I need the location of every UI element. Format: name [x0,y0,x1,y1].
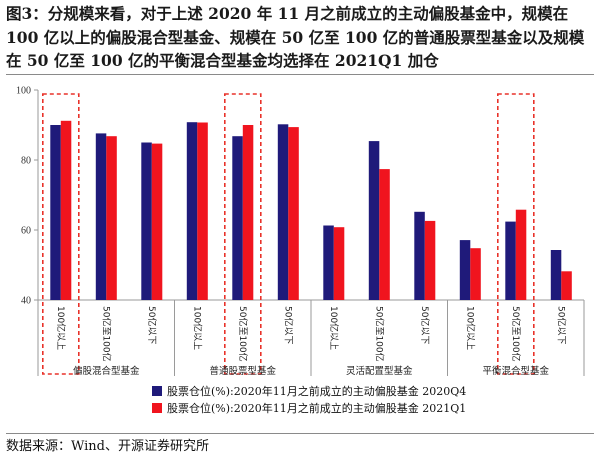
bar-q4 [323,225,334,300]
legend-swatch-q1 [152,403,162,413]
bar-chart: 40 60 80 100 100亿以上 50亿至100亿 50亿以下 100亿以上 50亿至10… [16,86,585,415]
bar-q4 [277,124,289,300]
bar-q1 [60,120,72,300]
y-tick-label: 40 [21,296,31,307]
chart-bars [50,120,572,300]
group-label: 普通股票型基金 [210,365,277,377]
bar-q1 [106,136,117,300]
top-rule [6,74,594,75]
chart-labels: 40 60 80 100 100亿以上 50亿至100亿 50亿以下 100亿以上 50亿至10… [16,86,567,378]
category-label: 100亿以上 [464,306,476,350]
category-label: 50亿以下 [555,306,567,344]
category-label: 50亿至100亿 [510,306,522,362]
bar-q1 [561,271,572,300]
category-label: 50亿至100亿 [373,306,385,362]
category-label: 100亿以上 [55,306,67,350]
group-label: 平衡混合型基金 [483,365,550,377]
bar-q4 [459,240,471,300]
highlight-box [41,93,80,375]
y-tick-label: 80 [21,156,31,167]
category-label: 50亿以下 [419,306,431,344]
category-label: 50亿以下 [146,306,158,344]
category-label: 100亿以上 [328,306,340,350]
chart-legend: 股票仓位(%):2020年11月之前成立的主动偏股基金 2020Q4 股票仓位(%… [152,384,466,415]
bar-q4 [186,122,198,300]
category-label: 50亿以下 [282,306,294,344]
bar-q4 [232,136,243,300]
bar-q1 [424,220,436,300]
bar-q4 [550,250,562,300]
bar-q1 [515,209,527,300]
bar-q1 [197,122,208,300]
legend-swatch-q4 [152,386,162,396]
y-tick-label: 60 [21,226,31,237]
bar-q4 [414,211,425,300]
bar-q1 [151,143,163,300]
category-label: 50亿至100亿 [237,306,249,362]
group-label: 偏股混合型基金 [73,365,140,377]
bottom-rule [6,433,594,434]
bar-q4 [368,141,380,300]
legend-label-q4: 股票仓位(%):2020年11月之前成立的主动偏股基金 2020Q4 [167,384,466,398]
bar-q4 [95,133,107,300]
bar-q1 [470,248,481,300]
bar-q4 [141,142,152,300]
bar-q4 [505,221,516,300]
highlight-box [496,93,535,375]
data-source-note: 数据来源：Wind、开源证券研究所 [6,439,209,454]
bar-q1 [379,169,390,300]
chart-axes [34,89,585,376]
group-label: 灵活配置型基金 [346,365,413,377]
y-tick-label: 100 [16,86,31,97]
highlight-box [224,93,262,375]
category-label: 50亿至100亿 [100,306,112,362]
highlight-boxes [41,93,535,375]
bar-q1 [242,125,254,300]
category-label: 100亿以上 [191,306,203,350]
bar-q4 [50,125,61,300]
legend-label-q1: 股票仓位(%):2020年11月之前成立的主动偏股基金 2021Q1 [167,401,466,415]
bar-q1 [288,127,299,300]
chart-title: 图3：分规模来看，对于上述 2020 年 11 月之前成立的主动偏股基金中，规模… [6,4,585,70]
bar-q1 [333,227,345,300]
